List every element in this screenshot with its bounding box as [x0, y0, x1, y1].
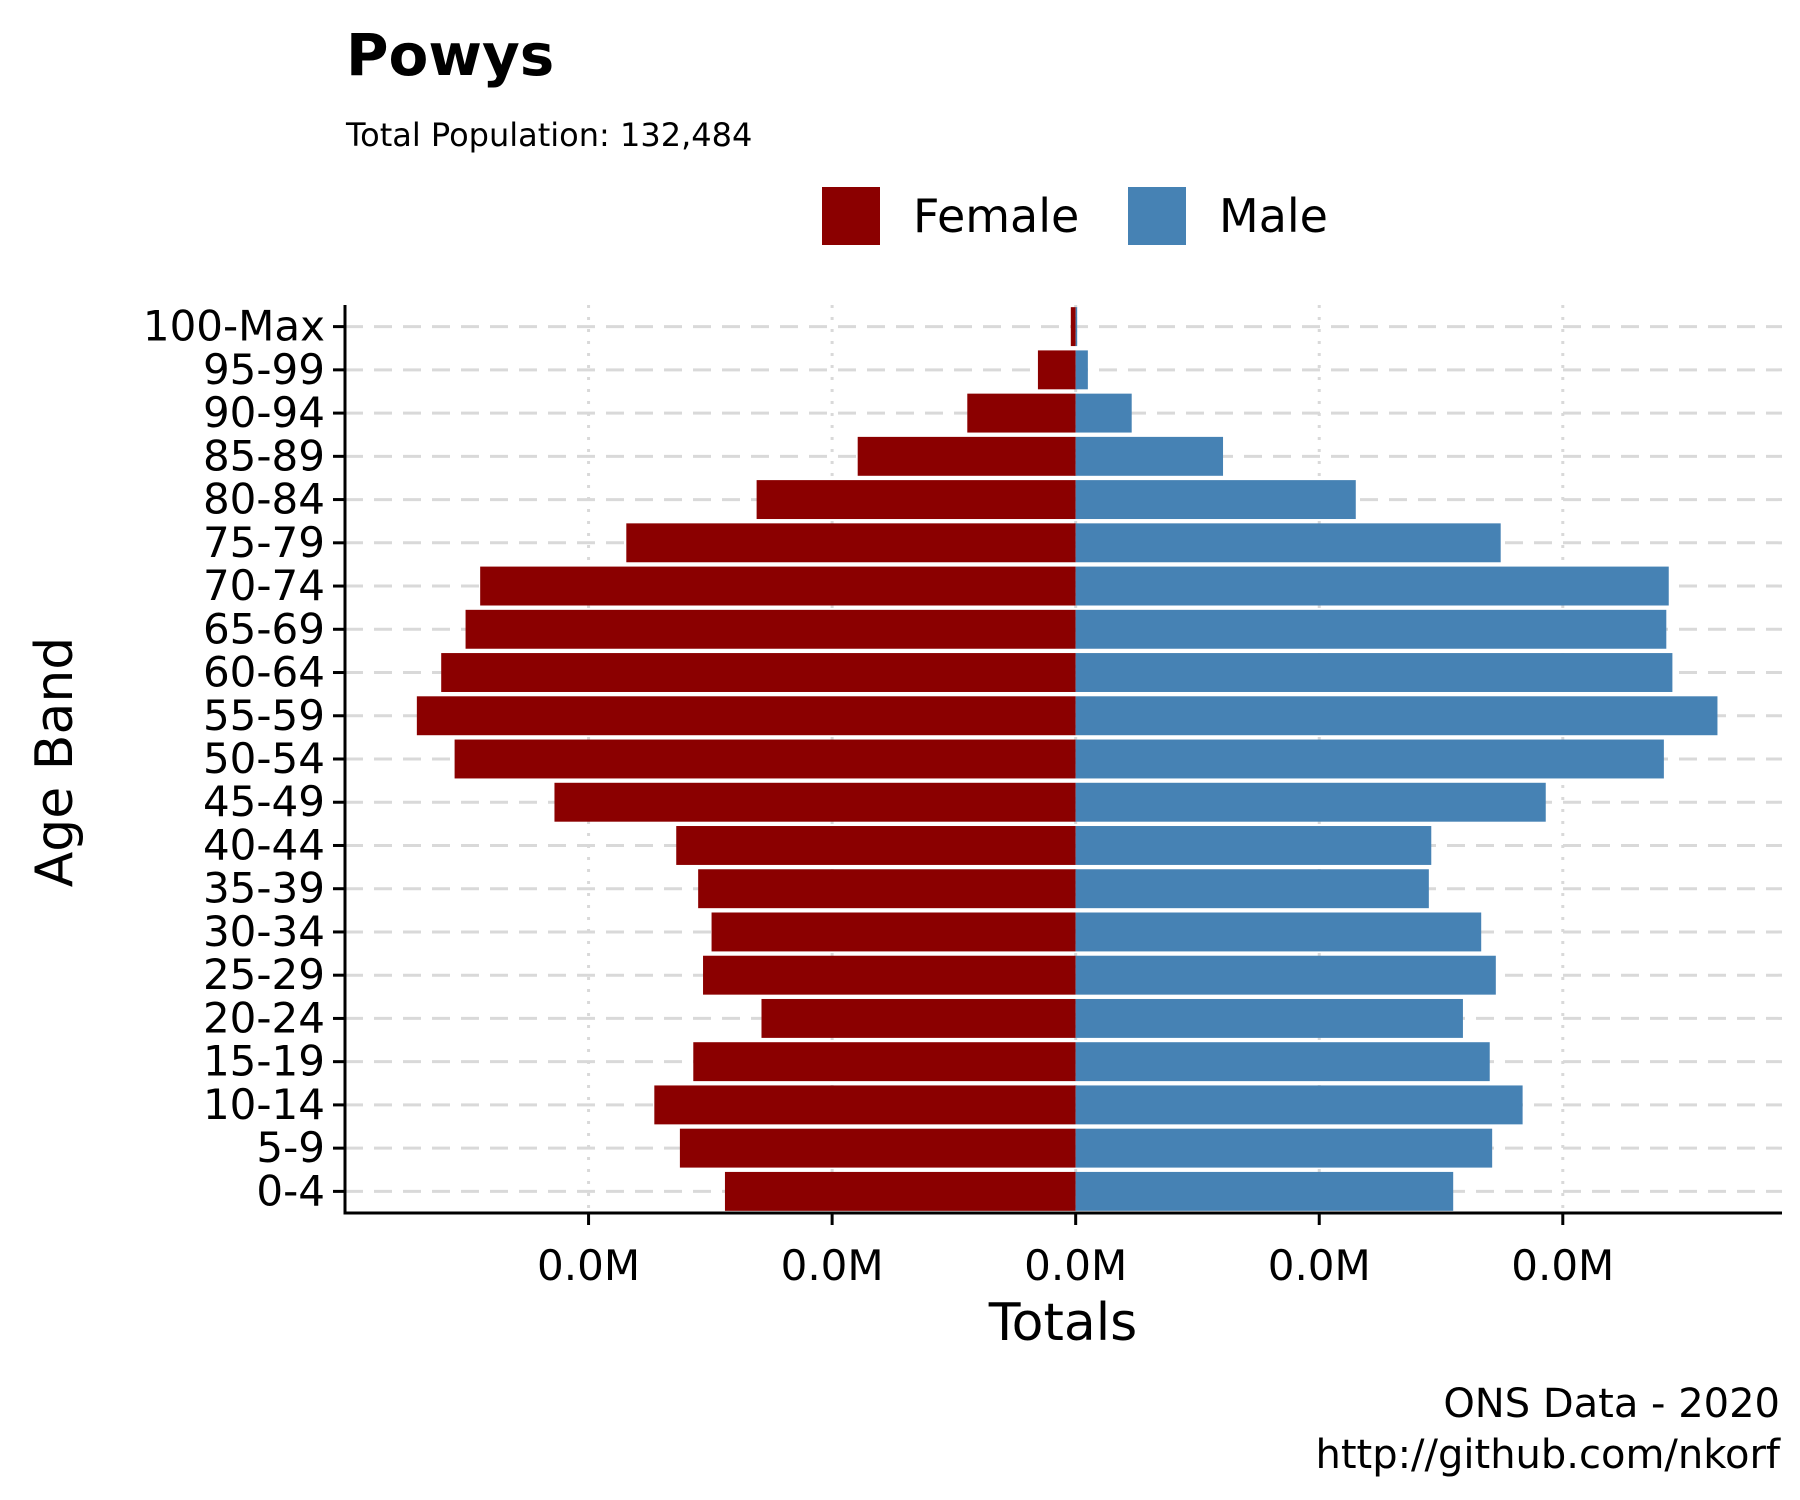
y-tick-label: 85-89	[203, 431, 325, 480]
bar-female-70-74	[480, 566, 1076, 606]
y-tick-label: 40-44	[203, 820, 325, 869]
chart-title: Powys	[346, 21, 554, 89]
bar-female-40-44	[676, 826, 1076, 865]
bar-female-90-94	[967, 393, 1076, 433]
bar-female-95-99	[1037, 350, 1076, 390]
bar-male-30-34	[1075, 912, 1482, 952]
y-tick-label: 45-49	[203, 777, 325, 826]
y-tick-label: 55-59	[203, 691, 325, 740]
bar-male-100-Max	[1075, 307, 1078, 347]
x-tick-label: 0.0M	[537, 1241, 640, 1290]
bar-male-65-69	[1075, 609, 1667, 649]
legend-key-female	[822, 187, 880, 245]
y-tick-label: 10-14	[203, 1080, 325, 1129]
caption-line-2: http://github.com/nkorf	[1315, 1432, 1780, 1478]
y-tick-label: 20-24	[203, 993, 325, 1042]
x-tick-label: 0.0M	[1024, 1241, 1127, 1290]
bar-male-70-74	[1075, 566, 1669, 606]
chart-subtitle: Total Population: 132,484	[345, 116, 752, 154]
bar-female-65-69	[465, 609, 1076, 649]
bar-male-45-49	[1075, 782, 1546, 822]
legend-label-male: Male	[1219, 189, 1328, 243]
bar-male-95-99	[1075, 350, 1088, 390]
legend-key-male	[1128, 187, 1186, 245]
y-tick-label: 30-34	[203, 907, 325, 956]
tick-labels: 0-45-910-1415-1920-2425-2930-3435-3940-4…	[143, 302, 1614, 1290]
bar-female-50-54	[454, 739, 1076, 779]
bar-female-30-34	[711, 912, 1076, 952]
bar-male-55-59	[1075, 696, 1718, 736]
y-tick-label: 75-79	[203, 518, 325, 567]
y-tick-label: 65-69	[203, 604, 325, 653]
bar-female-15-19	[693, 1042, 1076, 1082]
y-tick-label: 0-4	[256, 1166, 325, 1215]
bar-female-5-9	[679, 1128, 1076, 1168]
bar-male-0-4	[1075, 1171, 1454, 1211]
bar-female-20-24	[761, 998, 1076, 1038]
legend-label-female: Female	[913, 189, 1079, 243]
bar-male-15-19	[1075, 1042, 1490, 1082]
bar-female-0-4	[724, 1171, 1076, 1211]
y-tick-label: 35-39	[203, 864, 325, 913]
x-axis-label: Totals	[988, 1293, 1138, 1353]
bar-male-50-54	[1075, 739, 1664, 779]
bar-female-10-14	[654, 1085, 1076, 1125]
bar-male-25-29	[1075, 955, 1496, 995]
bar-male-35-39	[1075, 869, 1429, 909]
bar-female-35-39	[698, 869, 1076, 909]
bar-male-10-14	[1075, 1085, 1523, 1125]
y-tick-label: 100-Max	[143, 302, 325, 351]
legend: Female Male	[822, 187, 1328, 245]
y-tick-label: 5-9	[256, 1123, 325, 1172]
bar-female-100-Max	[1070, 307, 1076, 347]
y-tick-label: 80-84	[203, 475, 325, 524]
bar-female-80-84	[756, 480, 1076, 520]
bar-female-85-89	[857, 436, 1076, 476]
bar-male-20-24	[1075, 998, 1463, 1038]
bar-male-75-79	[1075, 523, 1501, 563]
bar-male-40-44	[1075, 826, 1432, 865]
bar-female-60-64	[441, 653, 1076, 692]
bar-male-60-64	[1075, 653, 1673, 692]
bar-male-85-89	[1075, 436, 1224, 476]
x-tick-label: 0.0M	[1268, 1241, 1371, 1290]
y-tick-label: 90-94	[203, 388, 325, 437]
y-axis-label: Age Band	[25, 637, 85, 888]
caption-line-1: ONS Data - 2020	[1443, 1381, 1780, 1427]
bar-female-75-79	[626, 523, 1076, 563]
bar-female-55-59	[416, 696, 1076, 736]
y-tick-label: 70-74	[203, 561, 325, 610]
bar-female-45-49	[554, 782, 1076, 822]
y-tick-label: 25-29	[203, 950, 325, 999]
bars	[416, 307, 1718, 1211]
y-tick-label: 60-64	[203, 648, 325, 697]
x-tick-label: 0.0M	[781, 1241, 884, 1290]
bar-male-80-84	[1075, 480, 1356, 520]
y-tick-label: 15-19	[203, 1037, 325, 1086]
x-tick-label: 0.0M	[1511, 1241, 1614, 1290]
bar-male-90-94	[1075, 393, 1132, 433]
y-tick-label: 95-99	[203, 345, 325, 394]
axes	[333, 305, 1782, 1225]
bar-male-5-9	[1075, 1128, 1493, 1168]
bar-female-25-29	[703, 955, 1076, 995]
y-tick-label: 50-54	[203, 734, 325, 783]
